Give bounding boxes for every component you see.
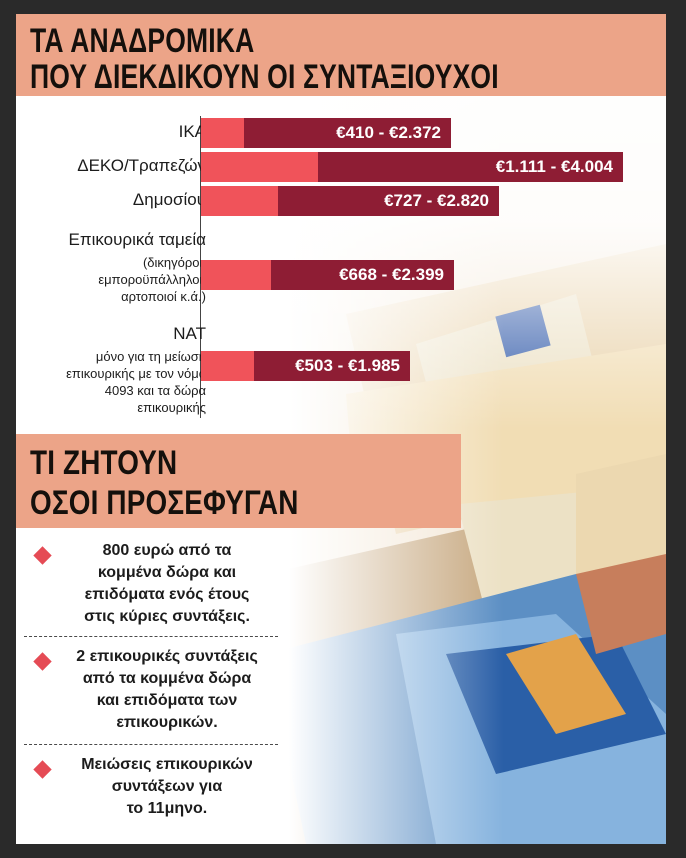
category-note: αρτοποιοί κ.ά.) <box>121 289 206 304</box>
divider <box>24 636 278 637</box>
demand-item-text: από τα κομμένα δώρα <box>82 670 252 687</box>
category-note: εμποροϋπάλληλοι, <box>98 272 206 287</box>
header-band <box>16 14 666 96</box>
header-title-line1: ΤΑ ΑΝΑΔΡΟΜΙΚΑ <box>30 22 255 60</box>
category-label: ΙΚΑ <box>178 122 206 141</box>
section2-title-line1: ΤΙ ΖΗΤΟΥΝ <box>30 444 178 482</box>
demand-item-text: 800 ευρώ από τα <box>102 542 232 559</box>
demand-item-text: Μειώσεις επικουρικών <box>81 756 253 773</box>
category-label: Δημοσίου <box>132 190 206 209</box>
bar-min <box>201 118 244 148</box>
category-label: ΔΕΚΟ/Τραπεζών <box>77 156 206 175</box>
demand-item-text: επιδόματα ενός έτους <box>84 586 250 603</box>
category-note: μόνο για τη μείωση <box>95 349 206 364</box>
category-note: επικουρικής με τον νόμο <box>66 366 206 381</box>
demand-item-text: συντάξεων για <box>111 778 223 795</box>
demand-item-text: στις κύριες συντάξεις. <box>84 608 250 625</box>
category-note: επικουρικής <box>137 400 206 415</box>
demand-item-text: κομμένα δώρα και <box>97 564 237 581</box>
category-note: 4093 και τα δώρα <box>104 383 206 398</box>
bar-value-label: €503 - €1.985 <box>295 356 400 375</box>
bar-value-label: €410 - €2.372 <box>336 123 441 142</box>
chart-axis <box>200 116 201 418</box>
demand-item-text: το 11μηνο. <box>126 800 208 817</box>
bar-value-label: €1.111 - €4.004 <box>495 157 613 176</box>
header-title-line2: ΠΟΥ ΔΙΕΚΔΙΚΟΥΝ ΟΙ ΣΥΝΤΑΞΙΟΥΧΟΙ <box>30 58 499 96</box>
bar-min <box>201 186 278 216</box>
category-label: ΝΑΤ <box>173 324 206 343</box>
category-note: (δικηγόροι, <box>142 255 206 270</box>
infographic-panel: ΤΑ ΑΝΑΔΡΟΜΙΚΑ ΠΟΥ ΔΙΕΚΔΙΚΟΥΝ ΟΙ ΣΥΝΤΑΞΙΟ… <box>16 14 666 844</box>
demand-item-text: επικουρικών. <box>116 714 218 731</box>
category-label: Επικουρικά ταμεία <box>68 230 206 249</box>
section2-title-line2: ΟΣΟΙ ΠΡΟΣΕΦΥΓΑΝ <box>30 484 299 522</box>
bar-value-label: €727 - €2.820 <box>384 191 489 210</box>
section2-band <box>16 434 461 528</box>
bar-min <box>201 260 271 290</box>
bar-min <box>201 351 254 381</box>
divider <box>24 744 278 745</box>
bar-value-label: €668 - €2.399 <box>339 265 444 284</box>
demand-item-text: 2 επικουρικές συντάξεις <box>76 648 258 665</box>
bar-min <box>201 152 318 182</box>
demand-item-text: και επιδόματα των <box>96 692 238 709</box>
